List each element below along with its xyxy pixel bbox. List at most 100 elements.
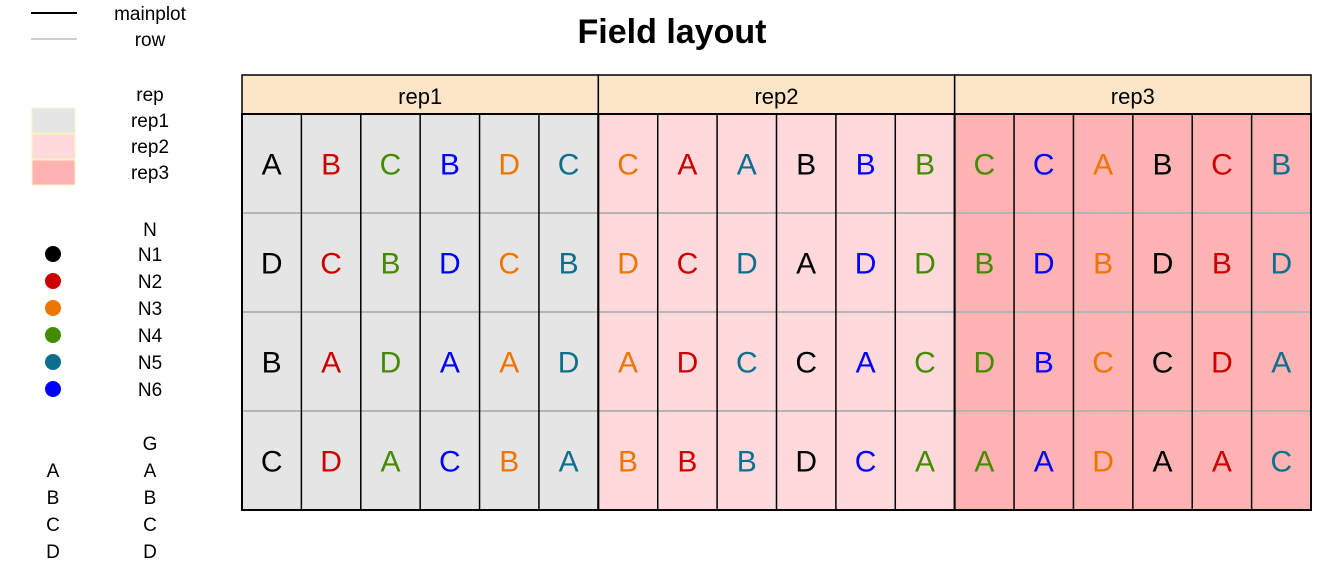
n-legend-title: N [143,220,157,241]
plot-cell-rep2-r3-c2: D [677,347,699,380]
g-key-c: C [46,515,60,536]
plot-cell-rep2-r2-c1: D [617,248,639,281]
rep1-legend-label: rep1 [131,111,169,132]
rep2-legend-label: rep2 [131,137,169,158]
row-legend-label: row [135,30,166,51]
plot-cell-rep3-r4-c3: D [1092,446,1114,479]
plot-cell-rep3-r2-c1: B [974,248,994,281]
n5-dot [45,354,61,370]
plot-cell-rep3-r2-c4: D [1152,248,1174,281]
plot-cell-rep3-r2-c2: D [1033,248,1055,281]
plot-cell-rep1-r3-c4: A [440,347,460,380]
header-rep3-label: rep3 [1111,84,1155,109]
plot-cell-rep2-r2-c2: C [677,248,699,281]
plot-cell-rep2-r1-c1: C [617,149,639,182]
n1-legend-label: N1 [138,245,162,266]
n3-dot [45,300,61,316]
n3-legend-label: N3 [138,299,162,320]
g-key-a: A [47,461,60,482]
header-rep3 [953,74,1312,115]
g-legend-title: G [143,434,158,455]
g-legend-label-d: D [143,542,157,563]
plot-cell-rep3-r2-c5: B [1212,248,1232,281]
plot-cell-rep1-r3-c1: B [262,347,282,380]
plot-cell-rep1-r2-c1: D [261,248,283,281]
plot-cell-rep1-r4-c1: C [261,446,283,479]
plot-cell-rep3-r3-c3: C [1092,347,1114,380]
g-key-d: D [46,542,60,563]
n5-legend-label: N5 [138,353,162,374]
plot-cell-rep1-r3-c3: D [380,347,402,380]
plot-cell-rep3-r4-c1: A [974,446,994,479]
plot-cell-rep1-r3-c6: D [558,347,580,380]
plot-cell-rep1-r1-c4: B [440,149,460,182]
plot-cell-rep3-r1-c2: C [1033,149,1055,182]
plot-cell-rep1-r1-c5: D [498,149,520,182]
plot-cell-rep3-r4-c2: A [1034,446,1054,479]
plot-cell-rep1-r2-c4: D [439,248,461,281]
n4-dot [45,327,61,343]
rep2-swatch [31,133,76,160]
plot-cell-rep3-r1-c5: C [1211,149,1233,182]
rep-legend-title: rep [136,85,163,106]
legend: mainplot row rep rep1 rep2 rep3 N N1 N2 N3 N4 N5 N6 G… [31,4,187,563]
plot-cell-rep3-r2-c6: D [1270,248,1292,281]
rep3-legend-label: rep3 [131,163,169,184]
plot-cell-rep3-r4-c5: A [1212,446,1232,479]
plot-cell-rep2-r4-c5: C [855,446,877,479]
plot-cell-rep2-r3-c6: C [914,347,936,380]
plot-cell-rep2-r1-c3: A [737,149,757,182]
plot-cell-rep1-r2-c6: B [559,248,579,281]
plot-cell-rep1-r1-c1: A [262,149,282,182]
plot-cell-rep3-r1-c3: A [1093,149,1113,182]
plot-cell-rep1-r4-c4: C [439,446,461,479]
plot-cell-rep2-r4-c2: B [677,446,697,479]
plot-cell-rep2-r1-c2: A [677,149,697,182]
plot-cell-rep3-r1-c6: B [1271,149,1291,182]
plot-cell-rep3-r3-c4: C [1152,347,1174,380]
plot-cell-rep2-r3-c3: C [736,347,758,380]
figure-title: Field layout [578,13,767,51]
plot-cell-rep2-r2-c5: D [855,248,877,281]
plot-cell-rep2-r1-c5: B [856,149,876,182]
n2-dot [45,273,61,289]
mainplot-legend-label: mainplot [114,4,187,25]
plot-cell-rep1-r4-c5: B [499,446,519,479]
plot-cell-rep1-r4-c6: A [559,446,579,479]
plot-cell-rep1-r4-c3: A [380,446,400,479]
plot-cell-rep3-r3-c5: D [1211,347,1233,380]
plot-cell-rep1-r3-c5: A [499,347,519,380]
plot-cell-rep3-r3-c6: A [1271,347,1291,380]
rep3-swatch [31,159,76,186]
n6-dot [45,381,61,397]
header-rep2-label: rep2 [754,84,798,109]
plot-cell-rep2-r4-c1: B [618,446,638,479]
plot-cell-rep1-r2-c3: B [380,248,400,281]
plot-cell-rep2-r1-c6: B [915,149,935,182]
n6-legend-label: N6 [138,380,162,401]
n4-legend-label: N4 [138,326,163,347]
plot-cell-rep2-r4-c3: B [737,446,757,479]
g-legend-label-c: C [143,515,157,536]
n1-dot [45,246,61,262]
plot-cell-rep1-r1-c3: C [380,149,402,182]
plot-cell-rep2-r3-c1: A [618,347,638,380]
plot-cell-rep1-r3-c2: A [321,347,341,380]
plot-cell-rep3-r2-c3: B [1093,248,1113,281]
plot-cell-rep2-r3-c5: A [856,347,876,380]
plot-cell-rep2-r2-c6: D [914,248,936,281]
plot-cell-rep3-r1-c1: C [974,149,996,182]
plot-cell-rep2-r4-c4: D [795,446,817,479]
plot-cell-rep1-r1-c2: B [321,149,341,182]
plot-cell-rep3-r3-c1: D [974,347,996,380]
plot-cell-rep3-r3-c2: B [1034,347,1054,380]
header-rep1-label: rep1 [398,84,442,109]
rep1-swatch [31,107,76,134]
plot-cell-rep1-r4-c2: D [320,446,342,479]
g-legend-label-b: B [144,488,157,509]
plot-cell-rep2-r2-c3: D [736,248,758,281]
plot-cell-rep2-r4-c6: A [915,446,935,479]
plot-cell-rep1-r1-c6: C [558,149,580,182]
